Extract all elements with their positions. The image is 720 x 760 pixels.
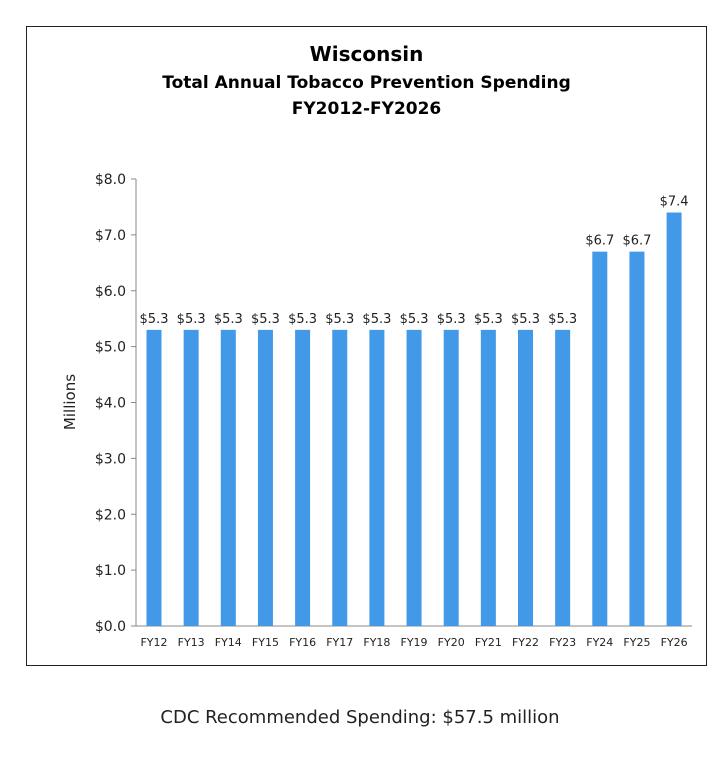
y-axis-label: Millions	[61, 374, 79, 430]
x-tick-label: FY14	[215, 636, 242, 649]
data-label: $5.3	[400, 312, 429, 327]
x-tick-label: FY26	[661, 636, 688, 649]
bar-fy14	[220, 329, 236, 626]
bar-fy18	[369, 329, 385, 626]
bar-fy16	[295, 329, 311, 626]
data-label: $5.3	[437, 312, 466, 327]
data-label: $6.7	[622, 234, 651, 249]
data-label: $5.3	[325, 312, 354, 327]
bar-fy20	[443, 329, 459, 626]
bar-fy17	[332, 329, 348, 626]
data-label: $5.3	[251, 312, 280, 327]
x-tick-label: FY16	[289, 636, 316, 649]
chart-subtitle: Total Annual Tobacco Prevention Spending	[162, 73, 571, 93]
cdc-recommended-note: CDC Recommended Spending: $57.5 million	[160, 707, 560, 728]
x-tick-label: FY25	[623, 636, 650, 649]
bar-fy12	[146, 329, 162, 626]
x-tick-label: FY15	[252, 636, 279, 649]
y-tick-label: $6.0	[95, 284, 126, 300]
bar-fy26	[666, 212, 682, 626]
y-tick-label: $2.0	[95, 507, 126, 523]
data-label: $6.7	[585, 234, 614, 249]
x-tick-label: FY13	[178, 636, 205, 649]
data-label: $5.3	[214, 312, 243, 327]
bar-fy25	[629, 251, 645, 626]
y-tick-label: $7.0	[95, 228, 126, 244]
x-tick-label: FY17	[326, 636, 353, 649]
y-tick-label: $0.0	[95, 619, 126, 635]
data-label: $7.4	[660, 195, 689, 210]
chart-subtitle-years: FY2012-FY2026	[291, 99, 442, 119]
y-tick-label: $8.0	[95, 172, 126, 188]
bar-fy13	[183, 329, 199, 626]
chart-title: Wisconsin	[309, 42, 424, 66]
bar-fy23	[555, 329, 571, 626]
x-tick-label: FY22	[512, 636, 539, 649]
x-tick-label: FY12	[140, 636, 167, 649]
bar-fy19	[406, 329, 422, 626]
bar-fy21	[480, 329, 496, 626]
data-label: $5.3	[474, 312, 503, 327]
bar-fy22	[518, 329, 533, 626]
bar-fy24	[592, 251, 608, 626]
x-tick-label: FY19	[401, 636, 428, 649]
x-tick-label: FY21	[475, 636, 502, 649]
bar-fy15	[257, 329, 273, 626]
x-tick-label: FY18	[363, 636, 390, 649]
data-label: $5.3	[177, 312, 206, 327]
y-tick-label: $3.0	[95, 451, 126, 467]
chart-frame	[26, 26, 707, 666]
y-tick-label: $5.0	[95, 340, 126, 356]
data-label: $5.3	[140, 312, 169, 327]
y-tick-label: $1.0	[95, 563, 126, 579]
data-label: $5.3	[511, 312, 540, 327]
data-label: $5.3	[288, 312, 317, 327]
x-tick-label: FY24	[586, 636, 613, 649]
data-label: $5.3	[548, 312, 577, 327]
data-label: $5.3	[362, 312, 391, 327]
x-tick-label: FY23	[549, 636, 576, 649]
x-tick-label: FY20	[438, 636, 465, 649]
y-tick-label: $4.0	[95, 396, 126, 412]
